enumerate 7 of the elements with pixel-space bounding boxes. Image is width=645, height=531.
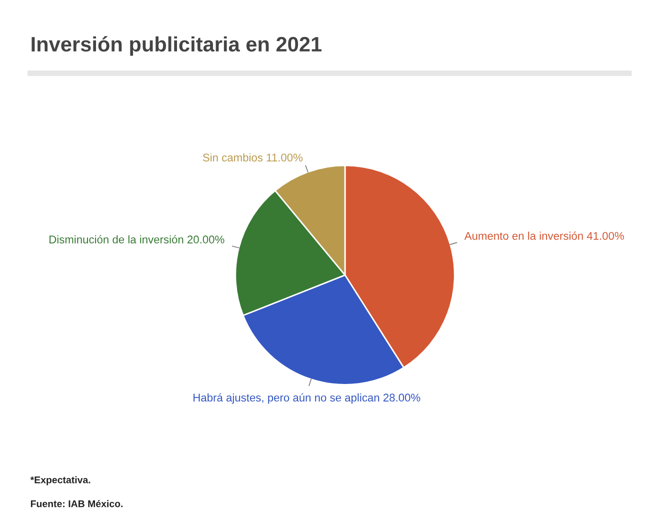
slice-label: Habrá ajustes, pero aún no se aplican 28.00% [194, 393, 420, 404]
slice-label: Disminución de la inversión 20.00% [50, 235, 224, 244]
source-note: Fuente: IAB México. [30, 500, 123, 508]
chart-title: Inversión publicitaria en 2021 [32, 36, 322, 56]
slice-label: Sin cambios 11.00% [202, 153, 303, 162]
text: *Expectativa. [30, 476, 90, 486]
slice-label: Aumento en la inversión 41.00% [464, 232, 624, 240]
